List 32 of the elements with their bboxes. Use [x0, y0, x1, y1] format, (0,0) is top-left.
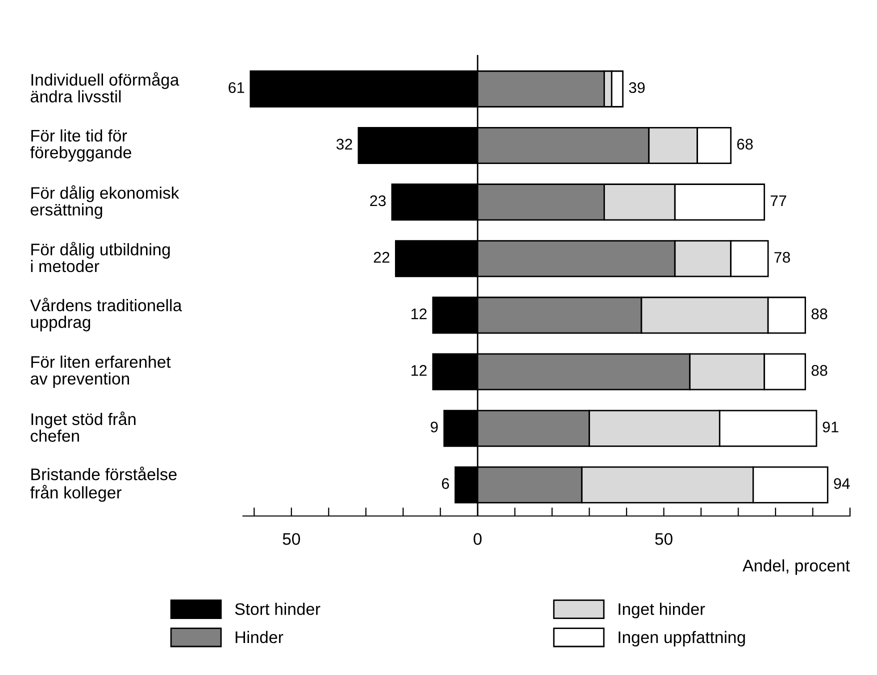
y-tick-label: Bristande förståelse från kolleger: [30, 466, 177, 502]
x-tick-label: 50: [282, 533, 300, 545]
x-tick-label: 0: [474, 533, 482, 545]
annotation: 78: [774, 252, 790, 263]
legend-label: Inget hinder: [618, 602, 705, 618]
annotation: 12: [412, 308, 427, 320]
y-tick-label: Inget stöd från chefen: [30, 412, 136, 442]
annotation: 94: [834, 478, 850, 489]
annotation: 88: [812, 365, 828, 376]
annotation: 9: [430, 422, 438, 432]
y-tick-label: För lite tid för förebyggande: [30, 129, 132, 162]
annotation: 39: [629, 82, 645, 94]
annotation: 91: [822, 422, 838, 432]
annotation: 88: [812, 308, 828, 320]
legend-label: Hinder: [236, 630, 284, 644]
annotation: 22: [374, 252, 390, 263]
y-tick-label: För dålig ekonomisk ersättning: [30, 185, 180, 219]
x-axis-title: Andel, procent: [742, 559, 850, 575]
y-tick-label: För dålig utbildning i metoder: [31, 242, 170, 272]
legend-label: Stort hinder: [235, 602, 320, 615]
annotation: 12: [412, 365, 427, 376]
y-tick-label: För liten erfarenhet av prevention: [30, 356, 171, 388]
annotation: 23: [370, 195, 386, 206]
annotation: 61: [228, 82, 244, 94]
annotation: 68: [737, 138, 753, 150]
x-tick-label: 50: [655, 533, 672, 545]
y-tick-label: Vårdens traditionella uppdrag: [30, 298, 182, 332]
y-tick-label: Individuell oförmåga ändra livsstil: [30, 72, 180, 102]
legend-label: Ingen uppfattning: [618, 630, 745, 646]
annotation: 32: [336, 138, 352, 150]
annotation: 77: [770, 196, 786, 206]
annotation: 6: [442, 478, 450, 489]
